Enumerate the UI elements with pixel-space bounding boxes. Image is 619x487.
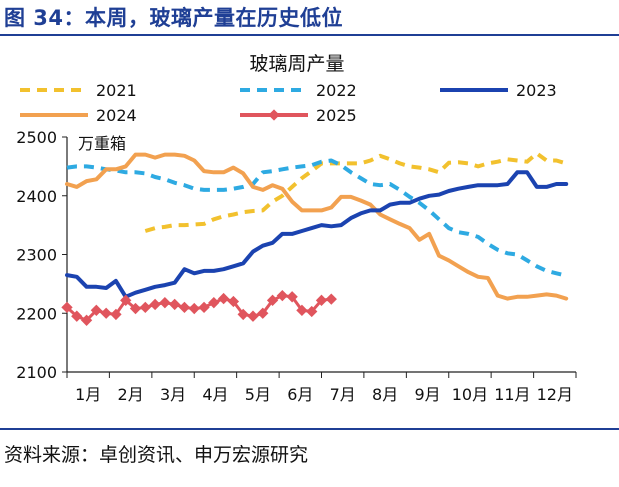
series-point-2025 bbox=[208, 297, 220, 309]
series-point-2025 bbox=[139, 301, 151, 314]
y-tick-label: 2100 bbox=[16, 363, 57, 382]
x-tick-label: 7月 bbox=[330, 385, 356, 404]
x-tick-label: 6月 bbox=[287, 385, 313, 404]
series-point-2025 bbox=[247, 310, 259, 322]
series-point-2025 bbox=[315, 294, 328, 306]
x-tick-label: 3月 bbox=[160, 385, 186, 404]
series-point-2025 bbox=[217, 292, 230, 305]
footer-divider bbox=[0, 428, 619, 430]
series-point-2025 bbox=[178, 301, 191, 314]
legend-marker-2025 bbox=[268, 109, 280, 121]
series-point-2025 bbox=[325, 293, 337, 305]
series-point-2025 bbox=[276, 289, 289, 302]
x-tick-label: 5月 bbox=[245, 385, 271, 404]
x-tick-label: 11月 bbox=[494, 385, 530, 404]
legend-label-2025: 2025 bbox=[316, 106, 357, 125]
series-point-2025 bbox=[237, 308, 249, 321]
chart-title: 玻璃周产量 bbox=[249, 53, 344, 75]
x-tick-label: 4月 bbox=[202, 385, 228, 404]
legend-label-2022: 2022 bbox=[316, 81, 357, 100]
x-tick-label: 12月 bbox=[537, 385, 573, 404]
series-point-2025 bbox=[100, 307, 112, 319]
series-line-2023 bbox=[65, 170, 569, 299]
series-point-2025 bbox=[306, 305, 318, 318]
series-point-2025 bbox=[227, 295, 240, 308]
header-divider bbox=[0, 34, 619, 36]
y-tick-label: 2200 bbox=[16, 304, 57, 323]
series-layer bbox=[61, 151, 569, 326]
x-tick-label: 8月 bbox=[372, 385, 398, 404]
x-tick-label: 9月 bbox=[414, 385, 440, 404]
series-point-2025 bbox=[169, 298, 181, 311]
series-point-2025 bbox=[266, 294, 279, 306]
series-point-2025 bbox=[257, 307, 269, 319]
series-point-2025 bbox=[149, 298, 161, 311]
source-note: 资料来源：卓创资讯、申万宏源研究 bbox=[4, 444, 309, 466]
legend-label-2024: 2024 bbox=[96, 106, 137, 125]
series-line-2021 bbox=[144, 151, 567, 233]
x-tick-label: 2月 bbox=[118, 385, 144, 404]
axes: 2100 2200 2300 2400 2500 1月 2月 3月 4月 5月 6月 7月 8月 9月 10… bbox=[16, 128, 577, 404]
series-point-2025 bbox=[188, 302, 200, 315]
y-tick-label: 2400 bbox=[16, 187, 57, 206]
y-tick-label: 2300 bbox=[16, 246, 57, 265]
series-line-2022 bbox=[66, 158, 567, 278]
legend: 2021 2022 2023 2024 2025 bbox=[20, 81, 557, 125]
series-point-2025 bbox=[129, 302, 142, 315]
series-point-2025 bbox=[286, 291, 298, 303]
series-point-2025 bbox=[198, 301, 210, 314]
series-point-2025 bbox=[296, 304, 308, 316]
x-tick-label: 10月 bbox=[452, 385, 488, 404]
legend-label-2021: 2021 bbox=[96, 81, 137, 100]
figure-title: 图 34：本周，玻璃产量在历史低位 bbox=[4, 6, 344, 30]
legend-label-2023: 2023 bbox=[516, 81, 557, 100]
y-tick-label: 2500 bbox=[16, 128, 57, 147]
x-tick-label: 1月 bbox=[75, 385, 101, 404]
unit-label: 万重箱 bbox=[78, 134, 126, 153]
series-point-2025 bbox=[159, 297, 171, 309]
series-line-2024 bbox=[65, 152, 569, 301]
